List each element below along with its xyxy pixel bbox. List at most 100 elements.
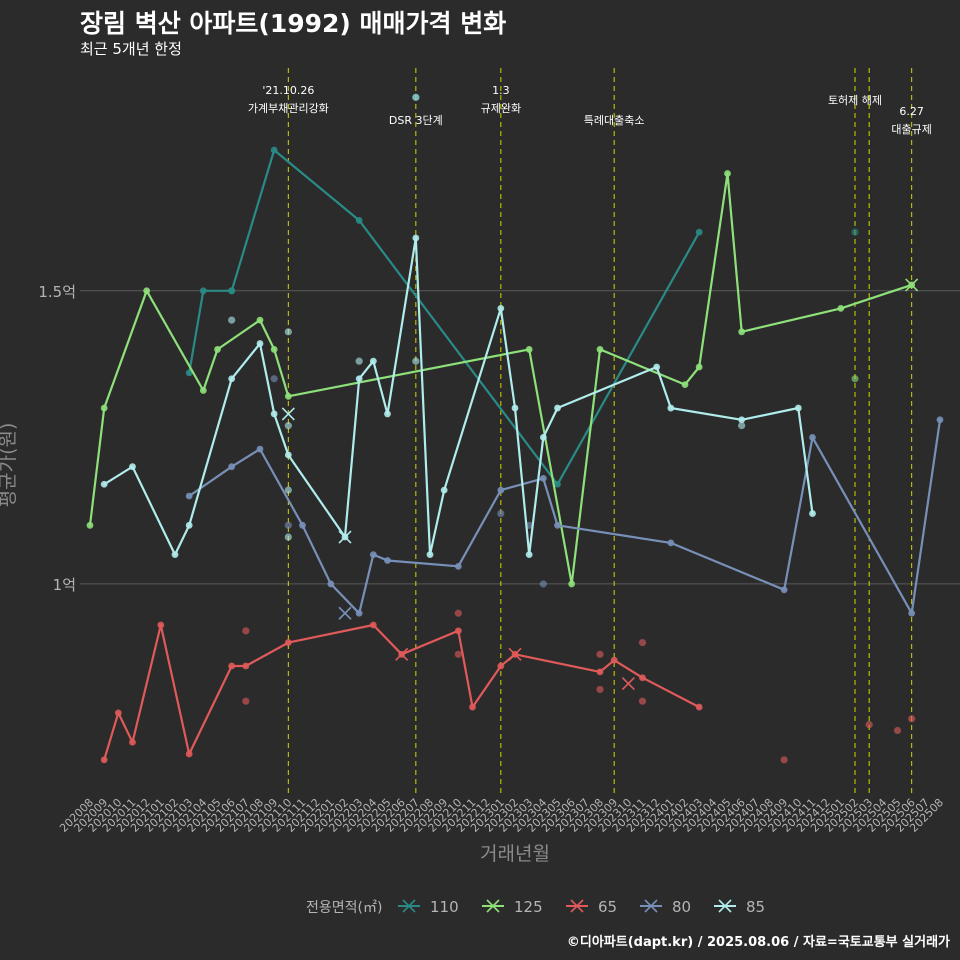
data-point: [780, 756, 788, 764]
series-80: [185, 375, 944, 620]
data-point: [355, 217, 363, 224]
data-point: [440, 486, 448, 494]
data-point: [638, 638, 647, 647]
series-85: [100, 93, 816, 559]
data-point: [667, 404, 675, 412]
data-point: [554, 521, 561, 529]
event-label: 1.3: [492, 84, 510, 97]
data-point: [780, 586, 788, 594]
legend: 전용면적(㎡) 110 125 65 80 85: [306, 898, 765, 916]
data-point: [851, 375, 859, 383]
data-point: [412, 357, 420, 365]
data-point: [511, 404, 519, 412]
y-axis-title: 평균가(원): [0, 423, 19, 508]
legend-item-110: 110: [398, 898, 459, 916]
series-65: [100, 609, 916, 764]
data-point: [185, 369, 193, 377]
event-label: 특례대출축소: [584, 114, 645, 127]
source-caption: ©디아파트(dapt.kr) / 2025.08.06 / 자료=국토교통부 실…: [566, 935, 950, 950]
legend-key-cross: [570, 899, 584, 913]
data-point: [809, 433, 816, 441]
data-point: [724, 170, 731, 177]
cross-marker: [621, 677, 635, 691]
cross-stroke: [508, 647, 522, 661]
series-110: [185, 93, 859, 488]
data-point: [284, 486, 292, 494]
chart-subtitle: 최근 5개년 한정: [80, 40, 182, 58]
cross-marker: [508, 647, 522, 661]
series-125: [86, 170, 919, 588]
data-point: [539, 433, 547, 441]
cross-marker: [338, 530, 352, 544]
data-point: [228, 287, 236, 295]
data-point: [199, 287, 207, 295]
data-point: [539, 475, 547, 482]
data-point: [284, 639, 292, 646]
legend-item-85: 85: [714, 898, 765, 916]
data-point: [426, 551, 434, 559]
data-point: [171, 551, 179, 559]
data-point: [270, 410, 278, 418]
data-point: [525, 551, 533, 559]
data-point: [454, 562, 462, 570]
data-point: [469, 703, 476, 711]
data-point: [610, 656, 618, 664]
data-point: [384, 410, 391, 418]
data-point: [355, 609, 363, 617]
data-point: [242, 697, 250, 705]
data-point: [284, 521, 292, 529]
data-point: [454, 609, 462, 617]
data-point: [908, 609, 916, 617]
data-point: [228, 463, 236, 471]
data-point: [865, 721, 873, 729]
axes: 1억1.5억2020082020092020102020112020122021…: [38, 283, 946, 835]
data-point: [809, 510, 816, 517]
data-point: [284, 533, 292, 541]
data-point: [738, 416, 746, 424]
y-tick-label: 1억: [53, 576, 76, 594]
data-point: [256, 445, 264, 453]
data-point: [497, 486, 505, 494]
data-point: [412, 93, 420, 101]
data-point: [497, 662, 505, 670]
data-point: [695, 228, 703, 236]
data-point: [596, 650, 604, 658]
legend-key-cross: [402, 899, 416, 913]
cross-marker: [338, 606, 352, 620]
data-point: [256, 316, 264, 324]
data-point: [270, 346, 278, 353]
legend-item-65: 65: [566, 898, 617, 916]
data-point: [100, 480, 108, 488]
y-tick-label: 1.5억: [38, 283, 76, 301]
cross-marker: [905, 278, 919, 292]
data-point: [256, 340, 264, 347]
data-point: [270, 375, 278, 383]
data-point: [228, 375, 236, 383]
event-label: 6.27: [899, 105, 924, 118]
data-point: [270, 146, 278, 154]
data-point: [639, 674, 646, 682]
data-point: [114, 709, 122, 717]
data-point: [851, 228, 859, 236]
data-point: [454, 627, 462, 635]
data-point: [185, 521, 193, 529]
data-point: [355, 375, 363, 383]
event-label: 가계부채관리강화: [248, 102, 329, 115]
data-point: [738, 422, 746, 430]
data-point: [893, 726, 902, 735]
data-point: [284, 328, 292, 336]
data-point: [554, 404, 561, 412]
data-point: [497, 304, 505, 312]
data-point: [284, 392, 292, 400]
data-point: [284, 422, 292, 430]
legend-label: 125: [514, 898, 543, 916]
data-point: [369, 357, 377, 365]
event-label: 대출규제: [891, 123, 931, 136]
data-point: [242, 662, 250, 670]
grid-lines: [80, 290, 960, 585]
data-point: [454, 650, 462, 658]
data-point: [653, 363, 661, 371]
data-point: [327, 580, 335, 588]
data-point: [284, 451, 292, 459]
